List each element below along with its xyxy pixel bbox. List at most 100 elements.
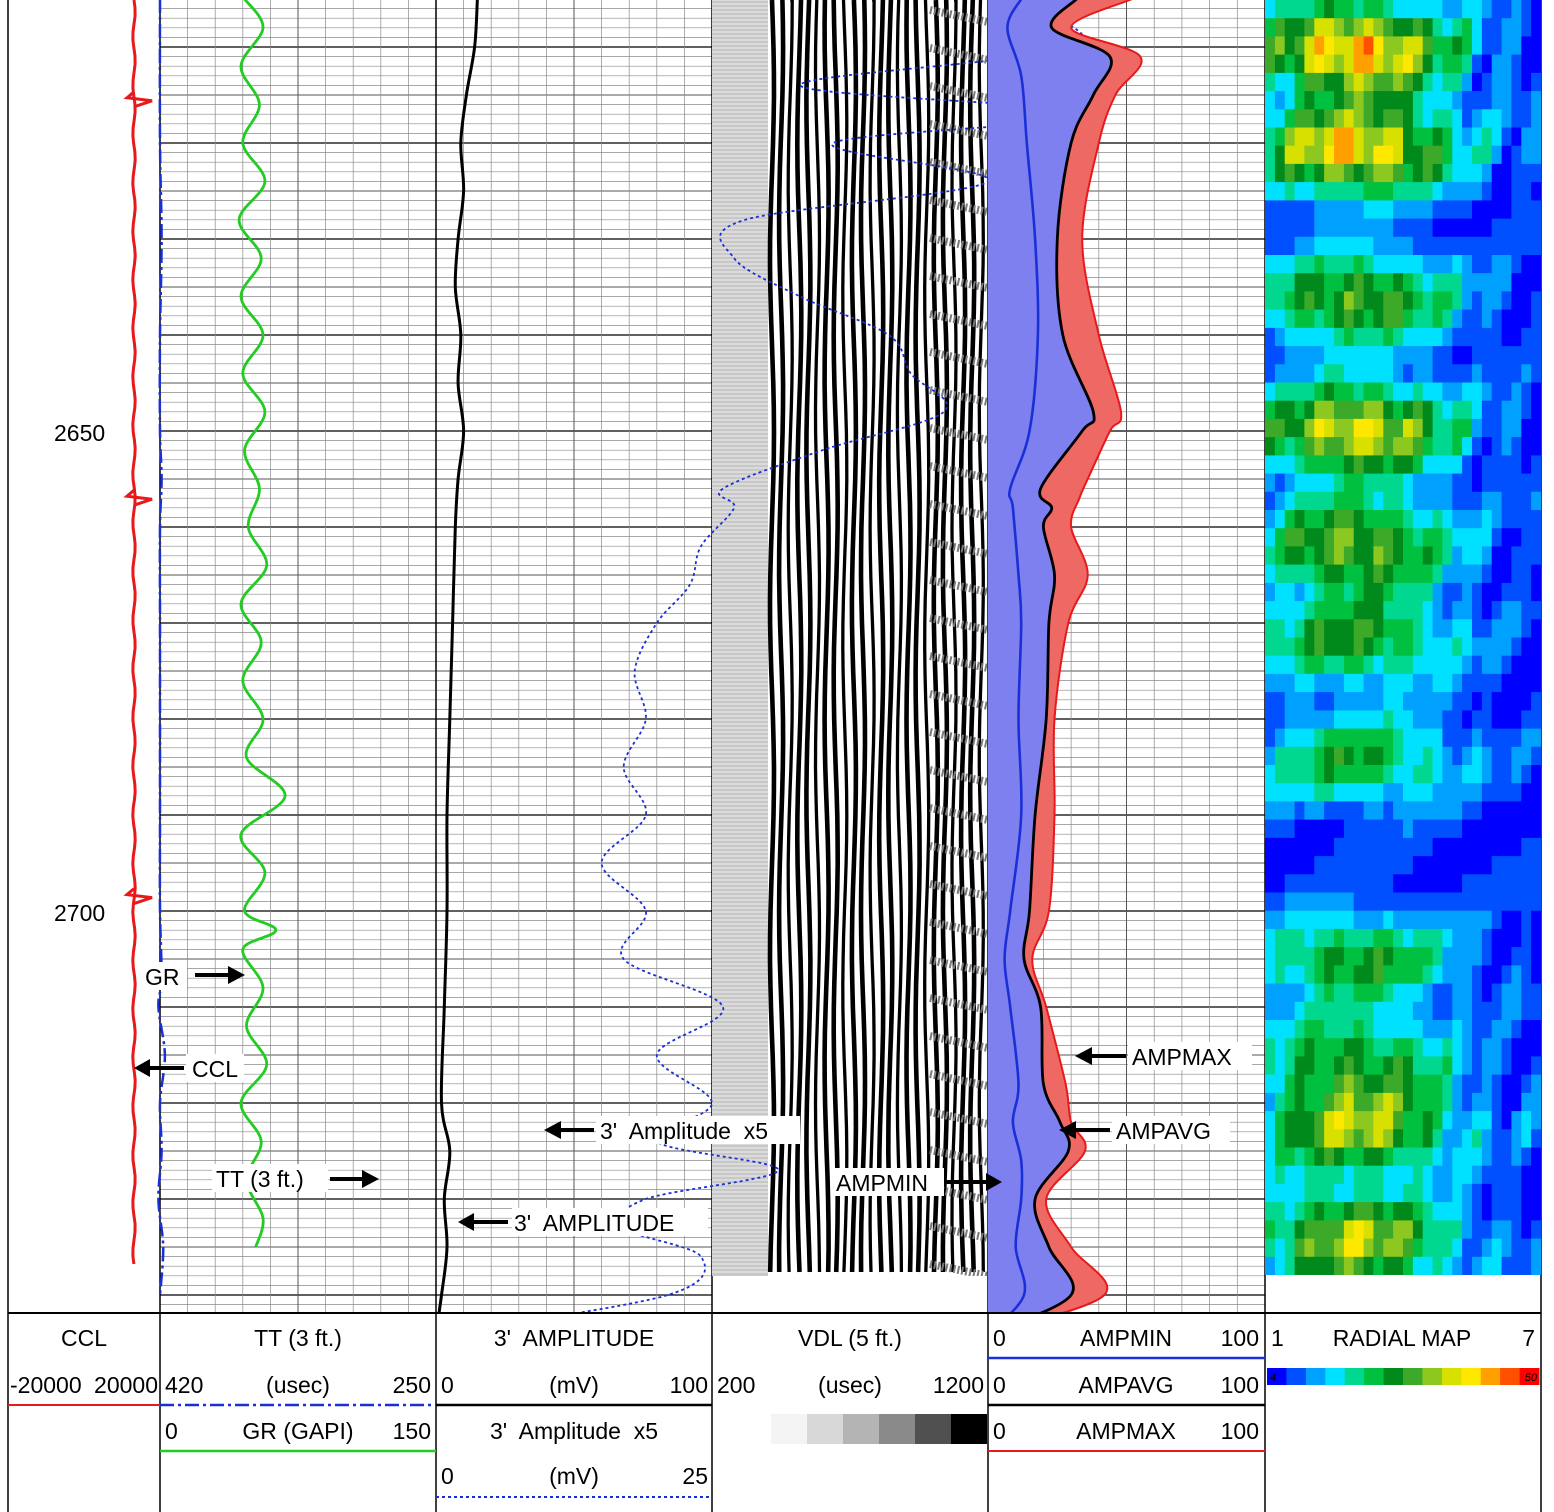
heatmap-cell [1373,837,1384,857]
heatmap-cell [1422,72,1434,92]
heatmap-cell [1422,819,1434,839]
heatmap-cell [1462,856,1473,875]
heatmap-cell [1442,947,1453,966]
heatmap-cell [1274,1183,1286,1203]
heatmap-cell [1363,255,1375,274]
heatmap-cell [1343,291,1355,311]
heatmap-cell [1304,18,1315,37]
heatmap-cell [1412,1001,1424,1021]
heatmap-cell [1324,1001,1335,1021]
heatmap-cell [1304,728,1315,748]
heatmap-cell [1422,619,1434,639]
heatmap-cell [1501,783,1513,802]
heatmap-cell [1452,273,1463,292]
tt-curve [157,0,167,1296]
heatmap-cell [1452,364,1463,384]
heatmap-cell [1472,327,1483,347]
heatmap-cell [1363,491,1375,511]
heatmap-cell [1373,1147,1384,1167]
heatmap-cell [1511,819,1522,839]
heatmap-cell [1432,947,1444,966]
heatmap-cell [1284,710,1296,730]
amplitude-x5-scale-min: 0 [441,1463,454,1489]
heatmap-cell [1265,692,1276,711]
heatmap-cell [1403,1220,1414,1240]
heatmap-cell [1304,1129,1315,1149]
heatmap-cell [1481,710,1493,730]
heatmap-cell [1324,145,1335,165]
heatmap-cell [1511,54,1522,74]
heatmap-cell [1363,1165,1375,1185]
heatmap-cell [1403,746,1414,766]
heatmap-cell [1442,837,1453,857]
heatmap-cell [1481,637,1493,657]
heatmap-cell [1294,619,1306,639]
heatmap-cell [1373,72,1384,92]
ccl-header: CCL [61,1325,107,1351]
heatmap-cell [1353,1220,1365,1240]
heatmap-cell [1373,473,1384,493]
heatmap-cell [1274,91,1286,110]
heatmap-cell [1383,837,1394,857]
heatmap-cell [1373,36,1384,56]
heatmap-cell [1294,491,1306,511]
heatmap-cell [1442,728,1453,748]
vdl-wave-stripe [868,0,876,1273]
colorbar-swatch [1305,1368,1326,1385]
heatmap-cell [1442,491,1453,511]
heatmap-cell [1422,765,1434,784]
heatmap-cell [1531,947,1541,966]
heatmap-cell [1324,437,1335,456]
heatmap-cell [1274,491,1286,511]
heatmap-cell [1462,728,1473,748]
heatmap-cell [1501,400,1513,420]
heatmap-cell [1353,491,1365,511]
heatmap-cell [1304,127,1315,147]
heatmap-cell [1452,1038,1463,1057]
heatmap-cell [1462,819,1473,839]
heatmap-cell [1274,582,1286,602]
heatmap-cell [1284,746,1296,766]
heatmap-cell [1383,783,1394,802]
heatmap-cell [1294,692,1306,711]
heatmap-cell [1304,1220,1315,1240]
heatmap-cell [1531,473,1541,493]
heatmap-cell [1343,765,1355,784]
heatmap-cell [1491,36,1503,56]
heatmap-cell [1452,382,1463,402]
heatmap-cell [1304,673,1315,693]
heatmap-cell [1353,145,1365,165]
heatmap-cell [1363,947,1375,966]
heatmap-cell [1383,1202,1394,1221]
heatmap-cell [1422,437,1434,456]
heatmap-cell [1343,856,1355,875]
heatmap-cell [1501,965,1513,985]
heatmap-cell [1491,327,1503,347]
heatmap-cell [1452,783,1463,802]
heatmap-cell [1383,582,1394,602]
heatmap-cell [1432,54,1444,74]
heatmap-cell [1462,291,1473,311]
vdl-late-texture [929,1260,988,1276]
heatmap-cell [1294,1056,1306,1076]
heatmap-cell [1511,182,1522,201]
heatmap-cell [1324,1220,1335,1240]
heatmap-cell [1521,892,1532,912]
heatmap-cell [1412,91,1424,110]
heatmap-cell [1353,327,1365,347]
heatmap-cell [1314,765,1325,784]
heatmap-cell [1314,1001,1325,1021]
heatmap-cell [1462,182,1473,201]
heatmap-cell [1501,983,1513,1003]
heatmap-cell [1274,819,1286,839]
heatmap-cell [1432,783,1444,802]
heatmap-cell [1521,1056,1532,1076]
heatmap-cell [1373,418,1384,438]
heatmap-cell [1393,728,1404,748]
heatmap-cell [1462,510,1473,529]
heatmap-cell [1442,1147,1453,1167]
heatmap-cell [1452,1074,1463,1094]
heatmap-cell [1363,455,1375,475]
heatmap-cell [1373,491,1384,511]
heatmap-cell [1442,218,1453,238]
